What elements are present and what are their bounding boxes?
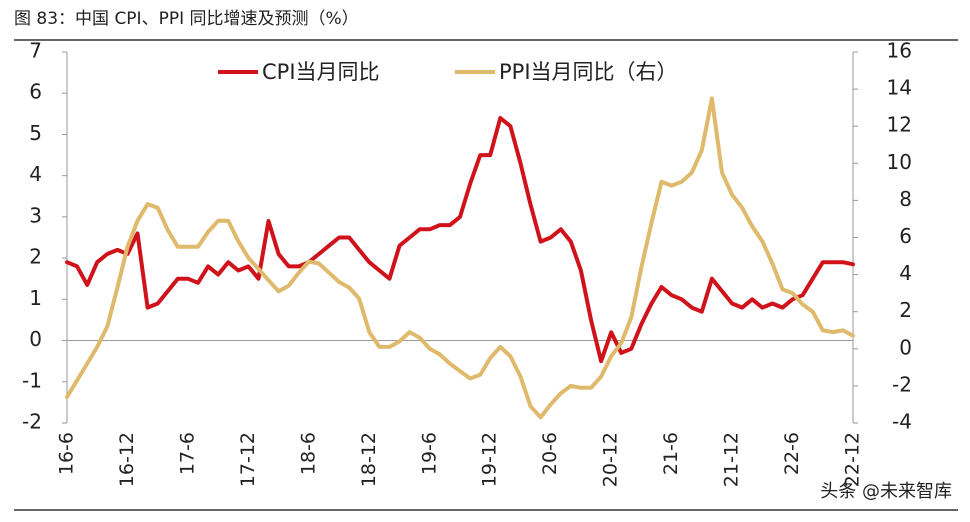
- y2-tick-label: 6: [899, 224, 912, 248]
- x-tick-label: 20-12: [600, 432, 622, 487]
- y2-tick-label: 2: [899, 298, 912, 322]
- y2-tick-label: 10: [887, 150, 912, 174]
- x-tick-label: 18-6: [297, 432, 319, 475]
- chart-title: 图 83：中国 CPI、PPI 同比增速及预测（%）: [14, 9, 359, 29]
- y2-tick-label: -4: [892, 410, 912, 434]
- y-tick-label: 0: [29, 327, 42, 351]
- x-tick-label: 19-12: [479, 432, 501, 487]
- y-tick-label: 7: [29, 39, 42, 63]
- x-tick-label: 16-12: [116, 432, 138, 487]
- y2-tick-label: 4: [899, 261, 912, 285]
- x-tick-label: 22-12: [842, 432, 864, 487]
- y-tick-label: -1: [22, 368, 42, 392]
- y2-tick-label: 12: [887, 113, 912, 137]
- y-tick-label: -2: [22, 410, 42, 434]
- y-tick-label: 5: [29, 121, 42, 145]
- legend-label: PPI当月同比（右）: [499, 60, 678, 84]
- y2-tick-label: 8: [899, 187, 912, 211]
- x-tick-label: 22-6: [781, 432, 803, 475]
- y-tick-label: 4: [29, 162, 42, 186]
- x-tick-label: 19-6: [418, 432, 440, 475]
- series-line: [65, 96, 855, 420]
- legend-label: CPI当月同比: [262, 60, 380, 84]
- y2-tick-label: -2: [892, 372, 912, 396]
- x-tick-label: 20-6: [539, 432, 561, 475]
- x-tick-label: 21-12: [721, 432, 743, 487]
- y-tick-label: 1: [29, 286, 42, 310]
- y2-tick-label: 0: [899, 335, 912, 359]
- x-tick-label: 21-6: [660, 432, 682, 475]
- series-line: [65, 116, 855, 364]
- x-tick-label: 18-12: [358, 432, 380, 487]
- x-tick-label: 16-6: [56, 432, 78, 475]
- y-tick-label: 3: [29, 203, 42, 227]
- y-tick-label: 2: [29, 245, 42, 269]
- watermark: 头条 @未来智库: [820, 481, 952, 502]
- x-tick-label: 17-6: [176, 432, 198, 475]
- y-tick-label: 6: [29, 80, 42, 104]
- y2-tick-label: 16: [887, 39, 912, 63]
- x-tick-label: 17-12: [237, 432, 259, 487]
- y2-tick-label: 14: [887, 76, 912, 100]
